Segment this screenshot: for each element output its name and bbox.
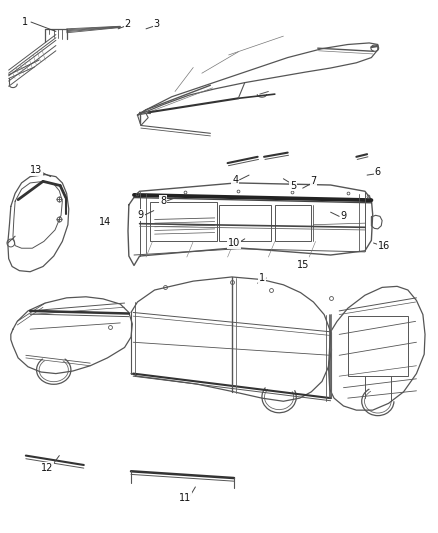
Text: 12: 12	[41, 463, 53, 473]
Text: 1: 1	[22, 17, 28, 27]
Text: 9: 9	[340, 212, 346, 221]
Text: 2: 2	[124, 19, 131, 29]
Text: 3: 3	[154, 19, 160, 29]
Text: 6: 6	[375, 167, 381, 177]
Text: 16: 16	[378, 240, 390, 251]
Text: 4: 4	[232, 175, 238, 185]
Bar	[150, 202, 217, 241]
Text: 11: 11	[180, 493, 192, 503]
Text: 15: 15	[297, 261, 309, 270]
Bar	[219, 205, 271, 241]
Text: 5: 5	[290, 181, 296, 190]
Text: 13: 13	[30, 165, 42, 175]
Bar	[275, 205, 311, 241]
Bar	[348, 316, 408, 376]
Text: 10: 10	[228, 238, 240, 248]
Text: 9: 9	[138, 210, 144, 220]
Text: 14: 14	[99, 217, 111, 227]
Text: 7: 7	[310, 176, 317, 187]
Text: 1: 1	[259, 273, 265, 283]
Text: 8: 8	[160, 196, 166, 206]
